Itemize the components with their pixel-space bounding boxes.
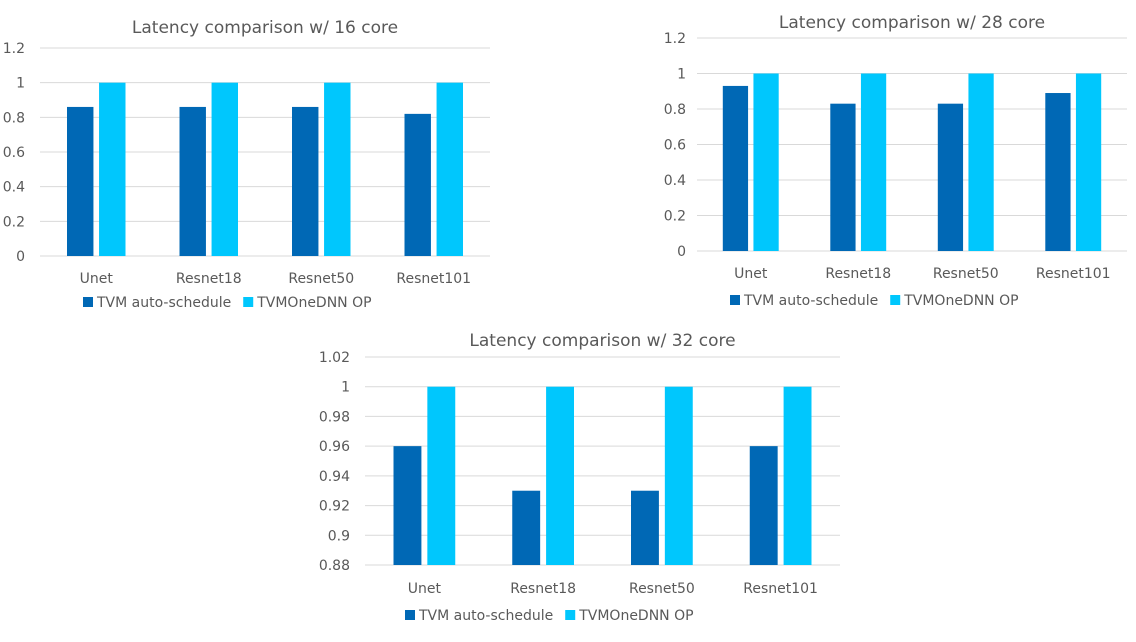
bar-tvmonednn-op-resnet18 bbox=[860, 73, 887, 251]
x-category-label: Resnet101 bbox=[743, 581, 818, 597]
y-tick-label: 1.2 bbox=[3, 41, 25, 57]
bar-tvmonednn-op-resnet101 bbox=[783, 386, 812, 565]
y-tick-label: 0.9 bbox=[328, 528, 350, 544]
x-category-label: Unet bbox=[734, 266, 768, 282]
x-category-label: Unet bbox=[408, 581, 442, 597]
chart-0: Latency comparison w/ 16 core 0 0.2 0.4 0.6 0… bbox=[3, 18, 490, 311]
bar-tvmonednn-op-unet bbox=[753, 73, 779, 251]
chart-title: Latency comparison w/ 16 core bbox=[132, 18, 398, 38]
y-tick-label: 0.92 bbox=[319, 499, 350, 515]
legend-swatch bbox=[243, 297, 254, 307]
bar-tvmonednn-op-resnet18 bbox=[546, 386, 574, 565]
bar-tvmonednn-op-resnet50 bbox=[664, 386, 693, 565]
x-category-label: Resnet18 bbox=[825, 266, 891, 282]
x-category-label: Resnet101 bbox=[396, 271, 471, 287]
y-tick-label: 0.4 bbox=[3, 180, 25, 196]
y-tick-label: 1.2 bbox=[664, 31, 686, 47]
y-tick-label: 1 bbox=[677, 67, 686, 83]
bar-tvm-auto-schedule-unet bbox=[393, 446, 422, 565]
x-category-label: Resnet50 bbox=[933, 266, 999, 282]
y-tick-label: 1 bbox=[16, 76, 25, 92]
chart-2: Latency comparison w/ 32 core 0.88 0.9 0.92… bbox=[319, 331, 840, 624]
bar-tvm-auto-schedule-resnet50 bbox=[631, 490, 659, 565]
legend-swatch bbox=[405, 610, 415, 620]
bar-tvm-auto-schedule-unet bbox=[722, 85, 749, 251]
y-tick-label: 0.4 bbox=[664, 173, 686, 189]
bar-tvm-auto-schedule-resnet18 bbox=[830, 103, 856, 251]
legend-label: TVMOneDNN OP bbox=[903, 293, 1018, 309]
legend-swatch bbox=[565, 610, 576, 620]
bar-tvm-auto-schedule-resnet101 bbox=[404, 113, 431, 256]
chart-1: Latency comparison w/ 28 core 0 0.2 0.4 0.6 0… bbox=[664, 13, 1127, 309]
bar-tvm-auto-schedule-resnet101 bbox=[1045, 93, 1071, 252]
bar-tvm-auto-schedule-unet bbox=[67, 106, 94, 256]
x-category-label: Unet bbox=[80, 271, 114, 287]
bar-tvm-auto-schedule-resnet101 bbox=[749, 446, 778, 565]
y-tick-label: 0.6 bbox=[3, 145, 25, 161]
y-tick-label: 0.88 bbox=[319, 558, 350, 574]
x-category-label: Resnet50 bbox=[629, 581, 695, 597]
y-tick-label: 0.94 bbox=[319, 469, 350, 485]
bar-tvm-auto-schedule-resnet18 bbox=[512, 490, 541, 565]
legend-swatch bbox=[83, 297, 93, 307]
legend-label: TVMOneDNN OP bbox=[256, 295, 371, 311]
bar-tvmonednn-op-unet bbox=[99, 82, 126, 257]
x-category-label: Resnet18 bbox=[510, 581, 576, 597]
y-tick-label: 0.96 bbox=[319, 439, 350, 455]
bar-tvmonednn-op-resnet101 bbox=[436, 82, 463, 257]
bar-tvm-auto-schedule-resnet18 bbox=[179, 106, 206, 256]
legend-swatch bbox=[730, 295, 740, 305]
y-tick-label: 0.2 bbox=[3, 214, 25, 230]
legend-swatch bbox=[890, 295, 901, 305]
x-category-label: Resnet18 bbox=[176, 271, 242, 287]
bar-tvmonednn-op-resnet50 bbox=[968, 73, 994, 251]
bar-tvm-auto-schedule-resnet50 bbox=[937, 103, 964, 251]
y-tick-label: 0.6 bbox=[664, 138, 686, 154]
legend-label: TVMOneDNN OP bbox=[578, 608, 693, 624]
legend-label: TVM auto-schedule bbox=[96, 295, 231, 311]
bar-tvmonednn-op-resnet18 bbox=[211, 82, 238, 257]
bar-tvmonednn-op-resnet101 bbox=[1075, 73, 1102, 251]
y-tick-label: 0.8 bbox=[664, 102, 686, 118]
legend-label: TVM auto-schedule bbox=[743, 293, 878, 309]
y-tick-label: 0 bbox=[16, 249, 25, 265]
y-tick-label: 0.2 bbox=[664, 209, 686, 225]
bar-tvmonednn-op-resnet50 bbox=[324, 82, 351, 257]
chart-title: Latency comparison w/ 32 core bbox=[469, 331, 735, 351]
y-tick-label: 0.98 bbox=[319, 409, 350, 425]
y-tick-label: 1 bbox=[341, 380, 350, 396]
bar-tvm-auto-schedule-resnet50 bbox=[292, 106, 319, 256]
x-category-label: Resnet101 bbox=[1036, 266, 1111, 282]
y-tick-label: 0.8 bbox=[3, 110, 25, 126]
x-category-label: Resnet50 bbox=[288, 271, 354, 287]
y-tick-label: 0 bbox=[677, 244, 686, 260]
legend-label: TVM auto-schedule bbox=[418, 608, 553, 624]
chart-title: Latency comparison w/ 28 core bbox=[779, 13, 1045, 33]
bar-tvmonednn-op-unet bbox=[427, 386, 456, 565]
y-tick-label: 1.02 bbox=[319, 350, 350, 366]
